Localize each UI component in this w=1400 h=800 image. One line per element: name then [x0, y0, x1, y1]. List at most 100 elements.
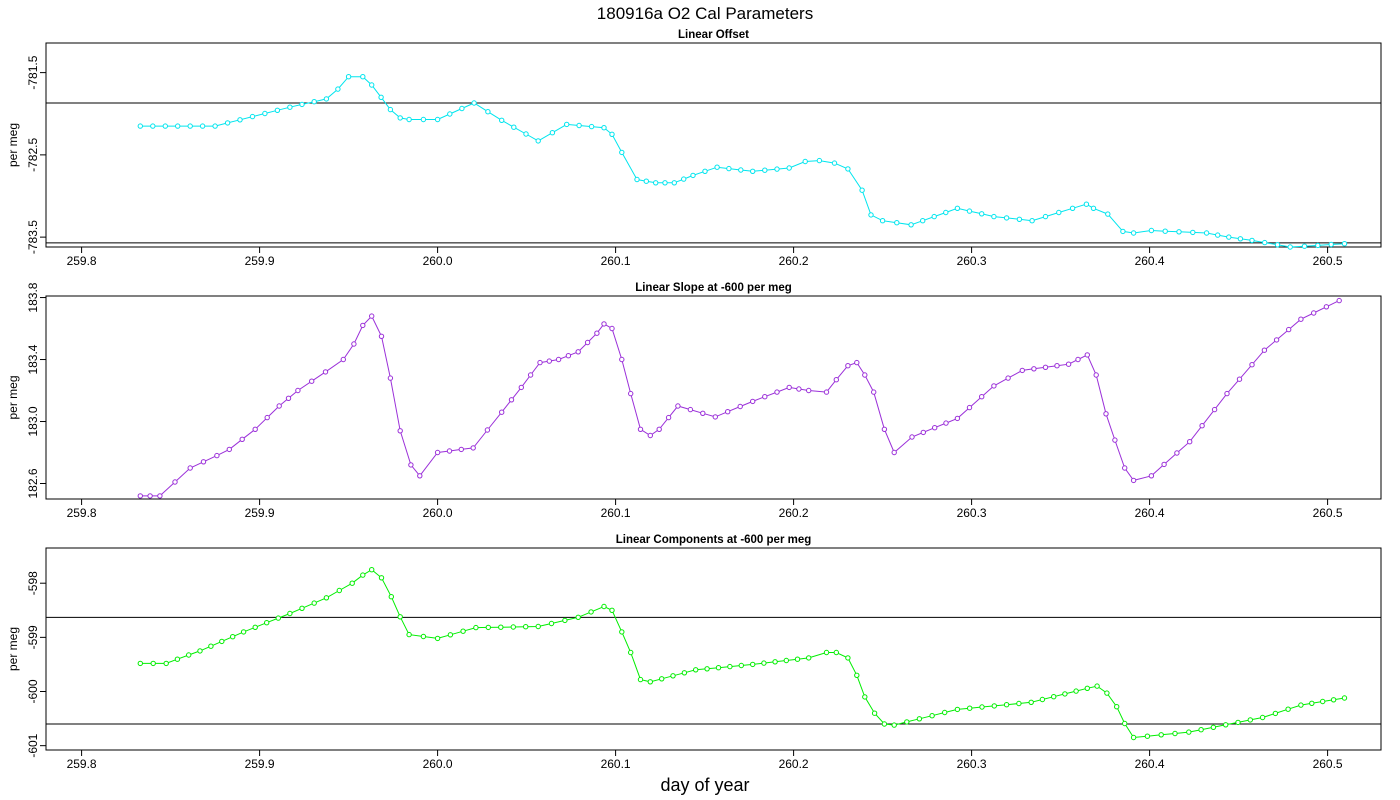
- data-point: [1226, 234, 1232, 240]
- data-point: [675, 403, 681, 409]
- data-point: [854, 672, 860, 678]
- data-point: [549, 130, 556, 136]
- data-point: [537, 359, 543, 366]
- data-point: [920, 218, 926, 224]
- data-point: [1174, 450, 1180, 456]
- data-point: [1247, 717, 1254, 723]
- data-point: [137, 123, 144, 129]
- data-point: [750, 661, 756, 668]
- data-point: [219, 638, 225, 645]
- data-point: [1323, 304, 1330, 310]
- data-point: [1120, 228, 1126, 235]
- data-point: [1028, 699, 1034, 705]
- data-point: [601, 321, 607, 327]
- data-point: [1223, 722, 1229, 728]
- panel-3: Linear Components at -600 per meg per meg…: [6, 534, 1382, 771]
- series-line: [140, 569, 1345, 739]
- data-point: [1199, 423, 1205, 429]
- data-point: [619, 356, 625, 363]
- data-point: [485, 109, 491, 115]
- data-point: [1093, 372, 1099, 378]
- data-point: [943, 209, 949, 216]
- data-point: [786, 165, 792, 171]
- series-line: [140, 300, 1340, 497]
- data-point: [1148, 227, 1155, 234]
- data-point: [295, 387, 301, 394]
- data-point: [700, 410, 706, 416]
- data-point: [1003, 215, 1010, 221]
- data-point: [601, 125, 607, 131]
- data-point: [208, 643, 214, 649]
- y-axis-label: per meg: [6, 123, 20, 167]
- series-line: [140, 76, 1345, 248]
- data-point: [1262, 239, 1268, 246]
- data-point: [485, 624, 491, 631]
- data-point: [1069, 205, 1076, 212]
- data-point: [230, 634, 236, 640]
- data-point: [931, 213, 937, 220]
- panel-title: Linear Offset: [678, 29, 749, 41]
- data-point: [588, 609, 594, 615]
- data-point: [909, 434, 915, 440]
- data-point: [1130, 230, 1137, 236]
- y-axis-label: per meg: [6, 627, 20, 671]
- data-point: [1298, 702, 1304, 708]
- data-point: [1236, 376, 1243, 382]
- data-point: [609, 131, 615, 138]
- data-point: [335, 86, 341, 92]
- data-point: [406, 116, 412, 123]
- y-tick-label: -599: [26, 625, 40, 649]
- data-point: [1130, 734, 1137, 741]
- data-point: [594, 330, 600, 336]
- x-tick-label: 260.0: [423, 757, 453, 771]
- data-point: [588, 123, 595, 130]
- x-tick-label: 260.2: [779, 254, 809, 268]
- data-point: [1274, 242, 1281, 248]
- data-point: [1336, 297, 1342, 304]
- data-point: [137, 660, 144, 667]
- data-point: [647, 679, 653, 685]
- data-point: [806, 655, 812, 661]
- x-tick-label: 260.3: [957, 506, 987, 520]
- plot-frame: [45, 295, 1382, 500]
- data-point: [460, 628, 466, 634]
- data-point: [833, 649, 839, 656]
- data-point: [249, 113, 256, 120]
- data-point: [891, 449, 897, 456]
- data-point: [943, 420, 949, 426]
- y-tick-label: 183.8: [26, 282, 40, 312]
- data-point: [894, 220, 900, 226]
- data-point: [458, 446, 464, 453]
- data-point: [762, 394, 768, 400]
- data-point: [991, 213, 997, 220]
- data-point: [1320, 698, 1326, 705]
- data-point: [954, 415, 961, 422]
- data-point: [609, 325, 615, 332]
- data-point: [802, 158, 808, 165]
- data-point: [408, 462, 414, 468]
- data-point: [1130, 477, 1137, 484]
- data-point: [1172, 730, 1178, 737]
- data-point: [929, 713, 935, 719]
- data-point: [584, 339, 591, 346]
- data-point: [564, 121, 570, 128]
- data-point: [1237, 236, 1244, 242]
- data-point: [954, 706, 961, 713]
- data-point: [447, 111, 453, 117]
- data-point: [360, 572, 366, 578]
- y-tick-label: -781.5: [26, 55, 40, 89]
- data-point: [704, 666, 710, 672]
- data-point: [186, 652, 192, 658]
- data-point: [546, 358, 552, 364]
- data-point: [662, 180, 668, 186]
- data-point: [891, 722, 897, 728]
- data-point: [237, 117, 243, 123]
- data-point: [653, 180, 659, 186]
- x-tick-label: 260.0: [423, 506, 453, 520]
- data-point: [656, 426, 662, 432]
- data-point: [499, 409, 505, 415]
- data-point: [1105, 211, 1111, 217]
- data-point: [576, 122, 582, 129]
- data-point: [459, 105, 465, 112]
- y-axis-label: per meg: [6, 375, 20, 419]
